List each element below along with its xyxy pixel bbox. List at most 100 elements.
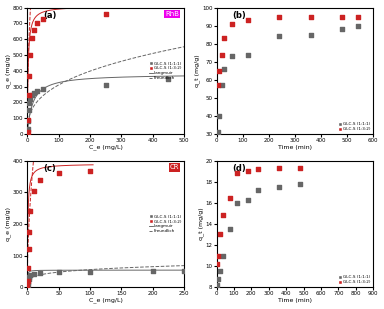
Point	[245, 18, 251, 23]
Y-axis label: q_e (mg/g): q_e (mg/g)	[5, 54, 11, 88]
Point	[34, 88, 40, 93]
X-axis label: Time (min): Time (min)	[278, 298, 312, 303]
Point	[27, 97, 33, 102]
Point	[25, 129, 31, 134]
Text: (c): (c)	[43, 164, 56, 173]
Point	[56, 171, 62, 176]
Point	[87, 269, 93, 274]
Point	[87, 168, 93, 173]
Point	[354, 14, 361, 19]
Point	[339, 14, 345, 19]
Point	[227, 227, 233, 232]
Point	[229, 54, 235, 59]
Point	[25, 117, 31, 122]
X-axis label: C_e (mg/L): C_e (mg/L)	[89, 145, 122, 150]
Point	[37, 177, 43, 182]
Point	[218, 52, 225, 57]
Point	[25, 266, 31, 271]
Point	[56, 270, 62, 275]
Point	[215, 83, 221, 88]
Point	[215, 276, 221, 281]
Point	[40, 87, 46, 91]
Legend: GLC-S (1:1:1), GLC-S (1:3:2): GLC-S (1:1:1), GLC-S (1:3:2)	[337, 275, 371, 285]
Point	[27, 209, 33, 214]
Point	[40, 16, 46, 21]
Legend: GLC-S (1:1:1), GLC-S (1:3:2), Langmuir, Freundlich: GLC-S (1:1:1), GLC-S (1:3:2), Langmuir, …	[148, 61, 182, 81]
Point	[234, 200, 240, 205]
Point	[25, 280, 31, 285]
Legend: GLC-S (1:1:1), GLC-S (1:3:2): GLC-S (1:1:1), GLC-S (1:3:2)	[337, 121, 371, 132]
Point	[276, 34, 282, 39]
Point	[181, 268, 187, 273]
X-axis label: Time (min): Time (min)	[278, 145, 312, 150]
Point	[215, 130, 221, 135]
Point	[216, 68, 222, 73]
Point	[25, 127, 31, 132]
Point	[255, 167, 262, 171]
Point	[297, 181, 303, 186]
Point	[25, 92, 31, 97]
Text: RhB: RhB	[165, 11, 179, 17]
Point	[25, 284, 31, 289]
Point	[339, 27, 345, 32]
Point	[26, 101, 33, 106]
Point	[149, 269, 156, 273]
X-axis label: C_e (mg/L): C_e (mg/L)	[89, 298, 122, 303]
Point	[221, 36, 227, 41]
Point	[103, 83, 109, 87]
Point	[165, 76, 171, 81]
Point	[25, 108, 31, 113]
Point	[26, 275, 32, 280]
Point	[215, 253, 221, 258]
Text: (a): (a)	[43, 11, 56, 20]
Point	[354, 23, 361, 28]
Point	[25, 278, 31, 283]
Point	[34, 21, 40, 26]
Point	[103, 11, 109, 16]
Point	[276, 184, 282, 189]
Y-axis label: q_e (mg/g): q_e (mg/g)	[5, 207, 11, 241]
Point	[220, 213, 227, 218]
Point	[29, 93, 35, 98]
Text: (d): (d)	[232, 164, 246, 173]
Point	[25, 277, 31, 282]
Point	[221, 66, 227, 71]
Point	[217, 269, 223, 274]
Y-axis label: q_t (mg/g): q_t (mg/g)	[198, 208, 204, 240]
Point	[220, 253, 227, 258]
Point	[30, 188, 36, 193]
Text: (b): (b)	[232, 11, 246, 20]
Point	[27, 273, 33, 278]
Y-axis label: q_t (mg/g): q_t (mg/g)	[195, 54, 200, 87]
Point	[216, 113, 222, 118]
Point	[27, 53, 33, 57]
Point	[214, 261, 220, 266]
Point	[276, 14, 282, 19]
Point	[245, 197, 251, 202]
Point	[297, 166, 303, 171]
Point	[25, 282, 31, 287]
Point	[229, 21, 235, 26]
Point	[255, 188, 262, 193]
Point	[218, 83, 225, 88]
Point	[25, 119, 31, 124]
Point	[30, 271, 36, 276]
Point	[30, 91, 36, 95]
Point	[25, 283, 31, 288]
Point	[29, 35, 35, 40]
Point	[245, 52, 251, 57]
Point	[245, 169, 251, 174]
Point	[227, 195, 233, 200]
Point	[26, 73, 33, 78]
Point	[234, 171, 240, 176]
Point	[308, 32, 314, 37]
Legend: GLC-S (1:1:1), GLC-S (1:3:2), Langmuir, Freundlich: GLC-S (1:1:1), GLC-S (1:3:2), Langmuir, …	[148, 214, 182, 234]
Point	[26, 229, 32, 234]
Point	[308, 14, 314, 19]
Point	[217, 232, 223, 237]
Point	[30, 27, 36, 32]
Point	[25, 247, 31, 252]
Point	[214, 283, 220, 288]
Point	[276, 166, 282, 171]
Point	[37, 270, 43, 275]
